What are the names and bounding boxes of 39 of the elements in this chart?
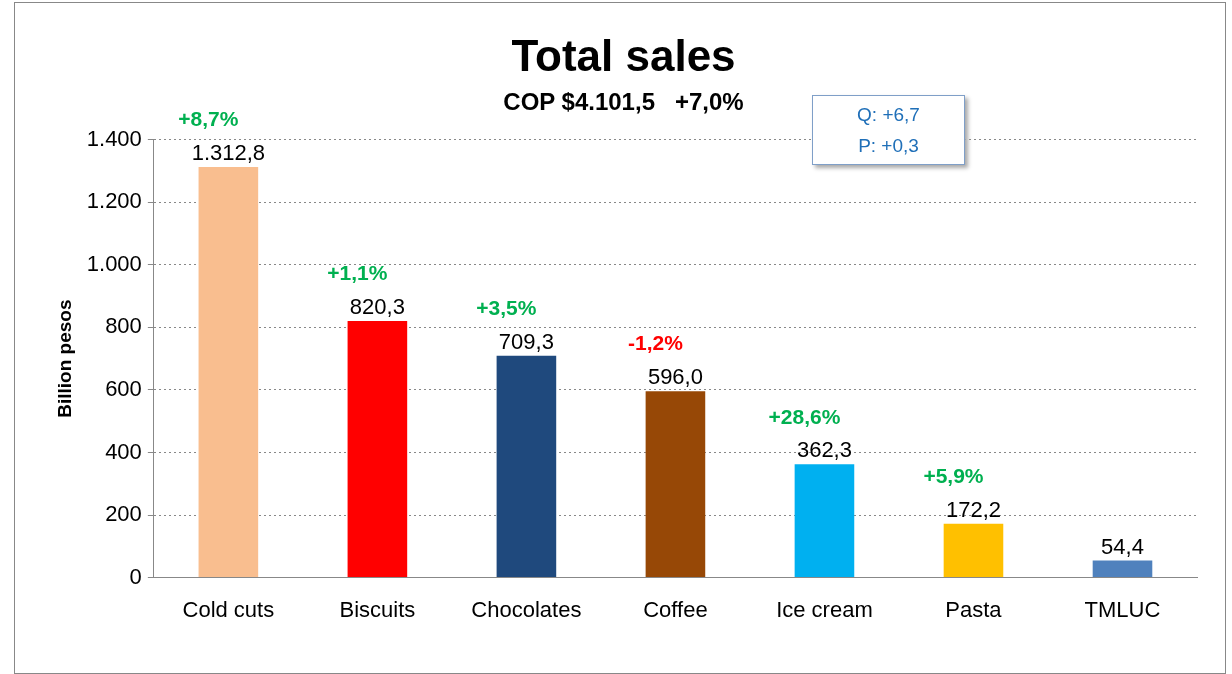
bar [347,320,408,578]
y-tick-label: 1.400 [86,125,142,151]
data-label: 1.312,8 [191,139,266,165]
annotation: +1,1% [327,261,388,285]
x-tick-label: Biscuits [339,596,416,622]
chart-title: Total sales [511,30,736,80]
x-tick-label: Pasta [945,596,1003,622]
annotation: +3,5% [476,295,537,319]
y-tick-label: 800 [105,313,142,339]
bar [496,355,557,578]
y-axis-title: Billion pesos [53,299,75,418]
data-label: 820,3 [349,294,405,320]
data-label: 54,4 [1101,533,1144,559]
y-tick-label: 200 [105,501,142,527]
x-tick-label: Ice cream [776,596,873,622]
data-label: 362,3 [796,437,852,463]
bar [943,523,1004,578]
annotation: -1,2% [628,331,684,355]
annotation: +28,6% [768,404,841,428]
y-tick-label: 1.200 [86,188,142,214]
y-tick-label: 1.000 [86,250,142,276]
annotation: +5,9% [923,464,984,488]
note-box: Q: +6,7 P: +0,3 [812,95,965,165]
annotation: +8,7% [178,107,239,131]
y-tick-label: 0 [129,563,142,589]
y-tick-label: 400 [105,438,142,464]
data-label: 709,3 [498,328,554,354]
data-label: 172,2 [945,496,1001,522]
x-tick-label: Coffee [643,596,708,622]
y-tick-label: 600 [105,375,142,401]
bar [794,464,855,578]
bar [645,391,706,578]
x-tick-label: Chocolates [471,596,582,622]
x-tick-label: Cold cuts [182,596,275,622]
chart-subtitle: COP $4.101,5 +7,0% [503,87,744,115]
data-label: 596,0 [647,364,703,390]
bar [198,166,259,578]
x-tick-label: TMLUC [1084,596,1161,622]
bar [1092,560,1153,578]
